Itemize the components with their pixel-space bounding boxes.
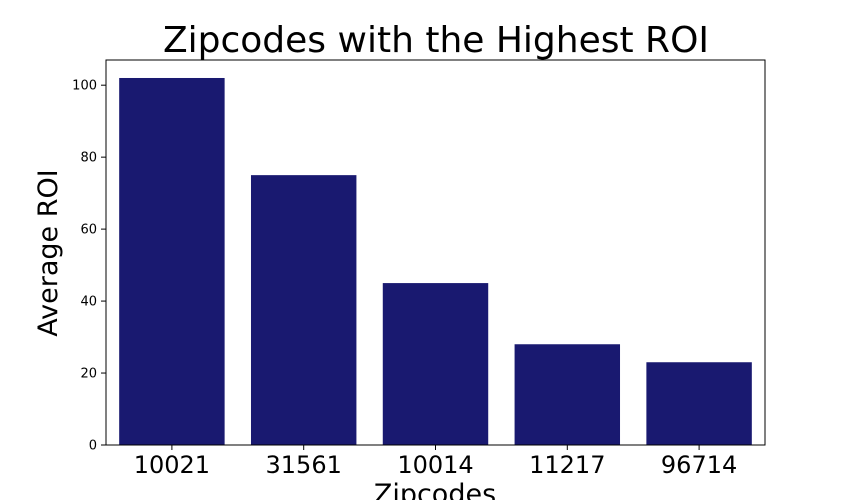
- bar-96714: [646, 362, 752, 445]
- y-tick-label: 100: [72, 79, 97, 94]
- x-axis-label: Zipcodes: [374, 479, 496, 500]
- y-tick-label: 80: [80, 151, 97, 166]
- x-tick-label: 10014: [397, 451, 473, 479]
- y-tick-label: 60: [80, 223, 97, 238]
- chart-title: Zipcodes with the Highest ROI: [163, 20, 709, 61]
- y-tick-label: 40: [80, 295, 97, 310]
- x-tick-label: 96714: [661, 451, 737, 479]
- x-tick-label: 11217: [529, 451, 605, 479]
- bar-11217: [514, 344, 621, 445]
- y-axis-label: Average ROI: [33, 169, 64, 336]
- plot-frame: [105, 59, 766, 446]
- y-axis-ticks: 0 20 40 60 80 100: [72, 79, 106, 454]
- y-tick-label: 0: [89, 439, 97, 454]
- bar-10021: [119, 77, 225, 445]
- y-tick-label: 20: [80, 367, 97, 382]
- x-axis-ticks: 10021 31561 10014 11217 96714: [134, 445, 737, 479]
- x-tick-label: 31561: [266, 451, 342, 479]
- bars: [119, 77, 752, 445]
- bar-10014: [382, 283, 489, 445]
- x-tick-label: 10021: [134, 451, 210, 479]
- bar-31561: [250, 175, 357, 445]
